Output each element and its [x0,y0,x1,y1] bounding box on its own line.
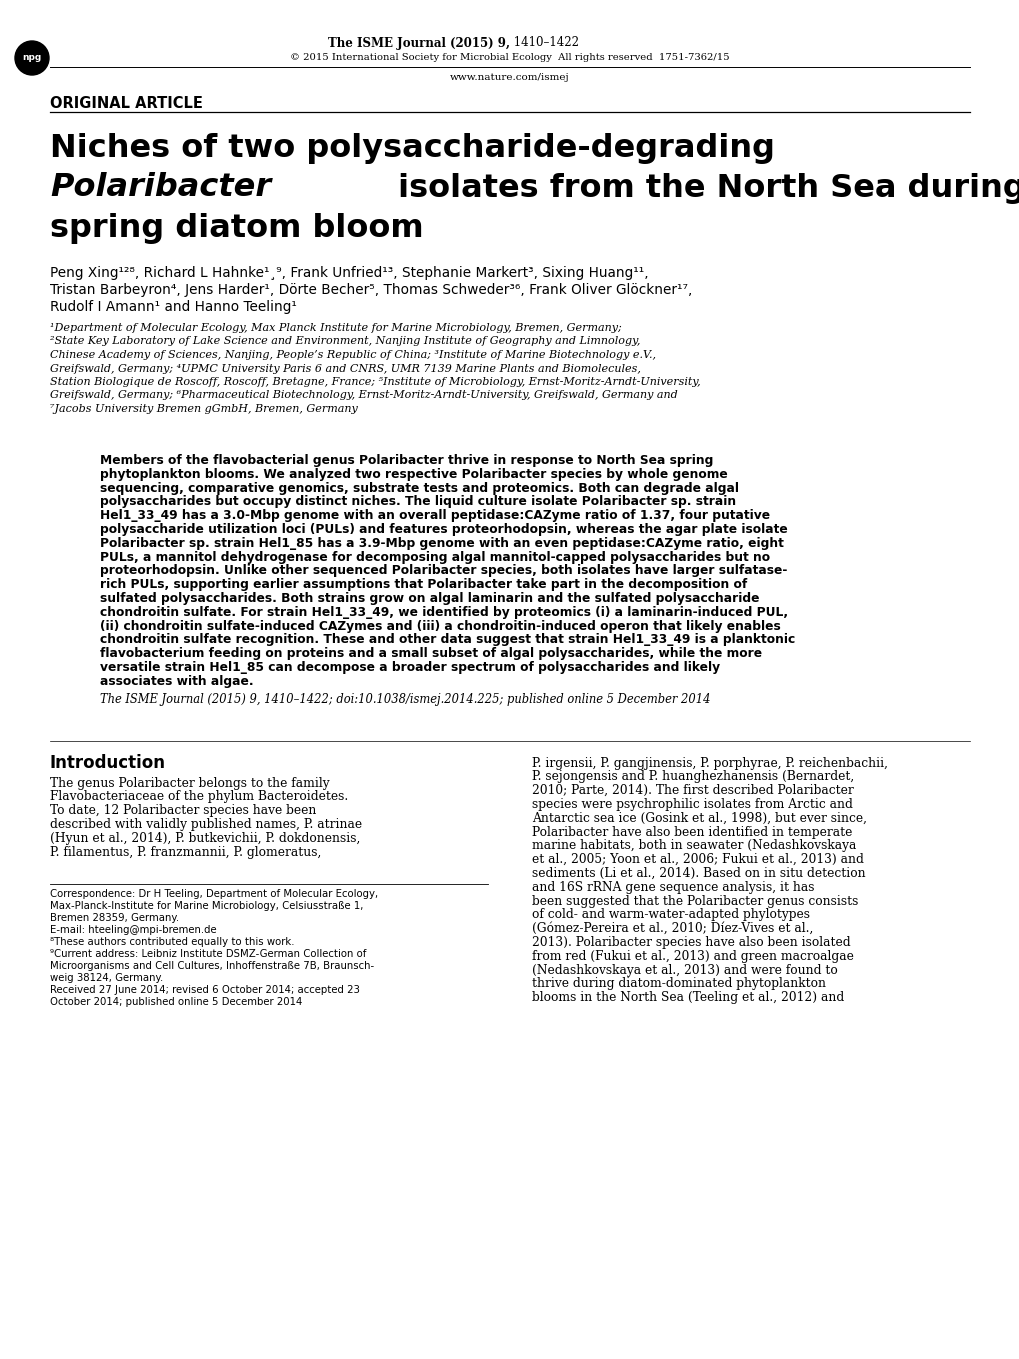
Text: Polaribacter sp. strain Hel1_85 has a 3.9-Mbp genome with an even peptidase:CAZy: Polaribacter sp. strain Hel1_85 has a 3.… [100,537,784,550]
Text: chondroitin sulfate recognition. These and other data suggest that strain Hel1_3: chondroitin sulfate recognition. These a… [100,633,795,647]
Text: Introduction: Introduction [50,754,166,772]
Text: ⁸These authors contributed equally to this work.: ⁸These authors contributed equally to th… [50,936,294,947]
Text: 2010; Parte, 2014). The first described Polaribacter: 2010; Parte, 2014). The first described … [532,784,853,798]
Text: weig 38124, Germany.: weig 38124, Germany. [50,973,163,983]
Text: npg: npg [22,53,42,63]
Text: isolates from the North Sea during a: isolates from the North Sea during a [387,173,1019,204]
Text: ORIGINAL ARTICLE: ORIGINAL ARTICLE [50,96,203,111]
Text: Received 27 June 2014; revised 6 October 2014; accepted 23: Received 27 June 2014; revised 6 October… [50,985,360,995]
Text: rich PULs, supporting earlier assumptions that Polaribacter take part in the dec: rich PULs, supporting earlier assumption… [100,578,747,591]
Text: flavobacterium feeding on proteins and a small subset of algal polysaccharides, : flavobacterium feeding on proteins and a… [100,647,761,660]
Text: species were psychrophilic isolates from Arctic and: species were psychrophilic isolates from… [532,798,852,811]
Text: versatile strain Hel1_85 can decompose a broader spectrum of polysaccharides and: versatile strain Hel1_85 can decompose a… [100,660,719,674]
Text: Peng Xing¹²⁸, Richard L Hahnke¹¸⁹, Frank Unfried¹³, Stephanie Markert³, Sixing H: Peng Xing¹²⁸, Richard L Hahnke¹¸⁹, Frank… [50,266,648,280]
Text: polysaccharide utilization loci (PULs) and features proteorhodopsin, whereas the: polysaccharide utilization loci (PULs) a… [100,523,787,535]
Text: chondroitin sulfate. For strain Hel1_33_49, we identified by proteomics (i) a la: chondroitin sulfate. For strain Hel1_33_… [100,606,788,618]
Text: Station Biologique de Roscoff, Roscoff, Bretagne, France; ⁵Institute of Microbio: Station Biologique de Roscoff, Roscoff, … [50,376,700,387]
Text: Hel1_33_49 has a 3.0-Mbp genome with an overall peptidase:CAZyme ratio of 1.37, : Hel1_33_49 has a 3.0-Mbp genome with an … [100,510,769,522]
Text: Chinese Academy of Sciences, Nanjing, People’s Republic of China; ³Institute of : Chinese Academy of Sciences, Nanjing, Pe… [50,351,655,360]
Text: from red (Fukui et al., 2013) and green macroalgae: from red (Fukui et al., 2013) and green … [532,950,853,962]
Text: Flavobacteriaceae of the phylum Bacteroidetes.: Flavobacteriaceae of the phylum Bacteroi… [50,791,347,803]
Text: P. irgensii, P. gangjinensis, P. porphyrae, P. reichenbachii,: P. irgensii, P. gangjinensis, P. porphyr… [532,757,888,769]
Text: Correspondence: Dr H Teeling, Department of Molecular Ecology,: Correspondence: Dr H Teeling, Department… [50,889,378,898]
Text: E-mail: hteeling@mpi-bremen.de: E-mail: hteeling@mpi-bremen.de [50,925,216,935]
Text: Polaribacter: Polaribacter [50,173,271,204]
Text: 1410–1422: 1410–1422 [510,37,579,49]
Text: described with validly published names, P. atrinae: described with validly published names, … [50,818,362,830]
Text: associates with algae.: associates with algae. [100,675,254,688]
Text: blooms in the North Sea (Teeling et al., 2012) and: blooms in the North Sea (Teeling et al.,… [532,991,844,1004]
Text: ¹Department of Molecular Ecology, Max Planck Institute for Marine Microbiology, : ¹Department of Molecular Ecology, Max Pl… [50,323,622,333]
Text: et al., 2005; Yoon et al., 2006; Fukui et al., 2013) and: et al., 2005; Yoon et al., 2006; Fukui e… [532,853,863,866]
Text: Greifswald, Germany; ⁴UPMC University Paris 6 and CNRS, UMR 7139 Marine Plants a: Greifswald, Germany; ⁴UPMC University Pa… [50,363,640,374]
Text: been suggested that the Polaribacter genus consists: been suggested that the Polaribacter gen… [532,894,858,908]
Text: marine habitats, both in seawater (Nedashkovskaya: marine habitats, both in seawater (Nedas… [532,840,856,852]
Text: Greifswald, Germany; ⁶Pharmaceutical Biotechnology, Ernst-Moritz-Arndt-Universit: Greifswald, Germany; ⁶Pharmaceutical Bio… [50,390,677,401]
Circle shape [15,41,49,75]
Text: ²State Key Laboratory of Lake Science and Environment, Nanjing Institute of Geog: ²State Key Laboratory of Lake Science an… [50,337,640,347]
Text: and 16S rRNA gene sequence analysis, it has: and 16S rRNA gene sequence analysis, it … [532,881,814,894]
Text: polysaccharides but occupy distinct niches. The liquid culture isolate Polaribac: polysaccharides but occupy distinct nich… [100,496,736,508]
Text: sequencing, comparative genomics, substrate tests and proteomics. Both can degra: sequencing, comparative genomics, substr… [100,481,739,495]
Text: Members of the flavobacterial genus Polaribacter thrive in response to North Sea: Members of the flavobacterial genus Pola… [100,454,712,467]
Text: October 2014; published online 5 December 2014: October 2014; published online 5 Decembe… [50,998,302,1007]
Text: www.nature.com/ismej: www.nature.com/ismej [449,73,570,83]
Text: spring diatom bloom: spring diatom bloom [50,212,423,243]
Text: Tristan Barbeyron⁴, Jens Harder¹, Dörte Becher⁵, Thomas Schweder³⁶, Frank Oliver: Tristan Barbeyron⁴, Jens Harder¹, Dörte … [50,283,692,298]
Text: (Gómez-Pereira et al., 2010; Díez-Vives et al.,: (Gómez-Pereira et al., 2010; Díez-Vives … [532,923,812,935]
Text: The ISME Journal (2015) 9, 1410–1422; doi:10.1038/ismej.2014.225; published onli: The ISME Journal (2015) 9, 1410–1422; do… [100,693,710,705]
Text: To date, 12 Polaribacter species have been: To date, 12 Polaribacter species have be… [50,805,316,817]
Text: ⁹Current address: Leibniz Institute DSMZ-German Collection of: ⁹Current address: Leibniz Institute DSMZ… [50,949,366,959]
Text: Microorganisms and Cell Cultures, Inhoffenstraße 7B, Braunsch-: Microorganisms and Cell Cultures, Inhoff… [50,961,374,970]
Text: Bremen 28359, Germany.: Bremen 28359, Germany. [50,913,179,923]
Text: phytoplankton blooms. We analyzed two respective Polaribacter species by whole g: phytoplankton blooms. We analyzed two re… [100,467,727,481]
Text: (Hyun et al., 2014), P. butkevichii, P. dokdonensis,: (Hyun et al., 2014), P. butkevichii, P. … [50,832,360,845]
Text: (ii) chondroitin sulfate-induced CAZymes and (iii) a chondroitin-induced operon : (ii) chondroitin sulfate-induced CAZymes… [100,620,780,632]
Text: P. sejongensis and P. huanghezhanensis (Bernardet,: P. sejongensis and P. huanghezhanensis (… [532,771,854,783]
Text: The genus Polaribacter belongs to the family: The genus Polaribacter belongs to the fa… [50,776,329,790]
Text: ⁷Jacobs University Bremen gGmbH, Bremen, Germany: ⁷Jacobs University Bremen gGmbH, Bremen,… [50,404,358,414]
Text: proteorhodopsin. Unlike other sequenced Polaribacter species, both isolates have: proteorhodopsin. Unlike other sequenced … [100,564,787,578]
Text: of cold- and warm-water-adapted phylotypes: of cold- and warm-water-adapted phylotyp… [532,908,809,921]
Text: The ISME Journal (2015) 9,: The ISME Journal (2015) 9, [328,37,510,49]
Text: © 2015 International Society for Microbial Ecology  All rights reserved  1751-73: © 2015 International Society for Microbi… [289,53,730,61]
Text: (Nedashkovskaya et al., 2013) and were found to: (Nedashkovskaya et al., 2013) and were f… [532,964,837,977]
Text: 2013). Polaribacter species have also been isolated: 2013). Polaribacter species have also be… [532,936,850,949]
Text: Max-Planck-Institute for Marine Microbiology, Celsiusstraße 1,: Max-Planck-Institute for Marine Microbio… [50,901,363,911]
Text: PULs, a mannitol dehydrogenase for decomposing algal mannitol-capped polysacchar: PULs, a mannitol dehydrogenase for decom… [100,550,769,564]
Text: P. filamentus, P. franzmannii, P. glomeratus,: P. filamentus, P. franzmannii, P. glomer… [50,845,321,859]
Text: thrive during diatom-dominated phytoplankton: thrive during diatom-dominated phytoplan… [532,977,825,991]
Text: sediments (Li et al., 2014). Based on in situ detection: sediments (Li et al., 2014). Based on in… [532,867,865,881]
Text: Antarctic sea ice (Gosink et al., 1998), but ever since,: Antarctic sea ice (Gosink et al., 1998),… [532,811,866,825]
Text: sulfated polysaccharides. Both strains grow on algal laminarin and the sulfated : sulfated polysaccharides. Both strains g… [100,593,759,605]
Text: Niches of two polysaccharide-degrading: Niches of two polysaccharide-degrading [50,132,774,163]
Text: Polaribacter have also been identified in temperate: Polaribacter have also been identified i… [532,826,852,839]
Text: Rudolf I Amann¹ and Hanno Teeling¹: Rudolf I Amann¹ and Hanno Teeling¹ [50,300,297,314]
